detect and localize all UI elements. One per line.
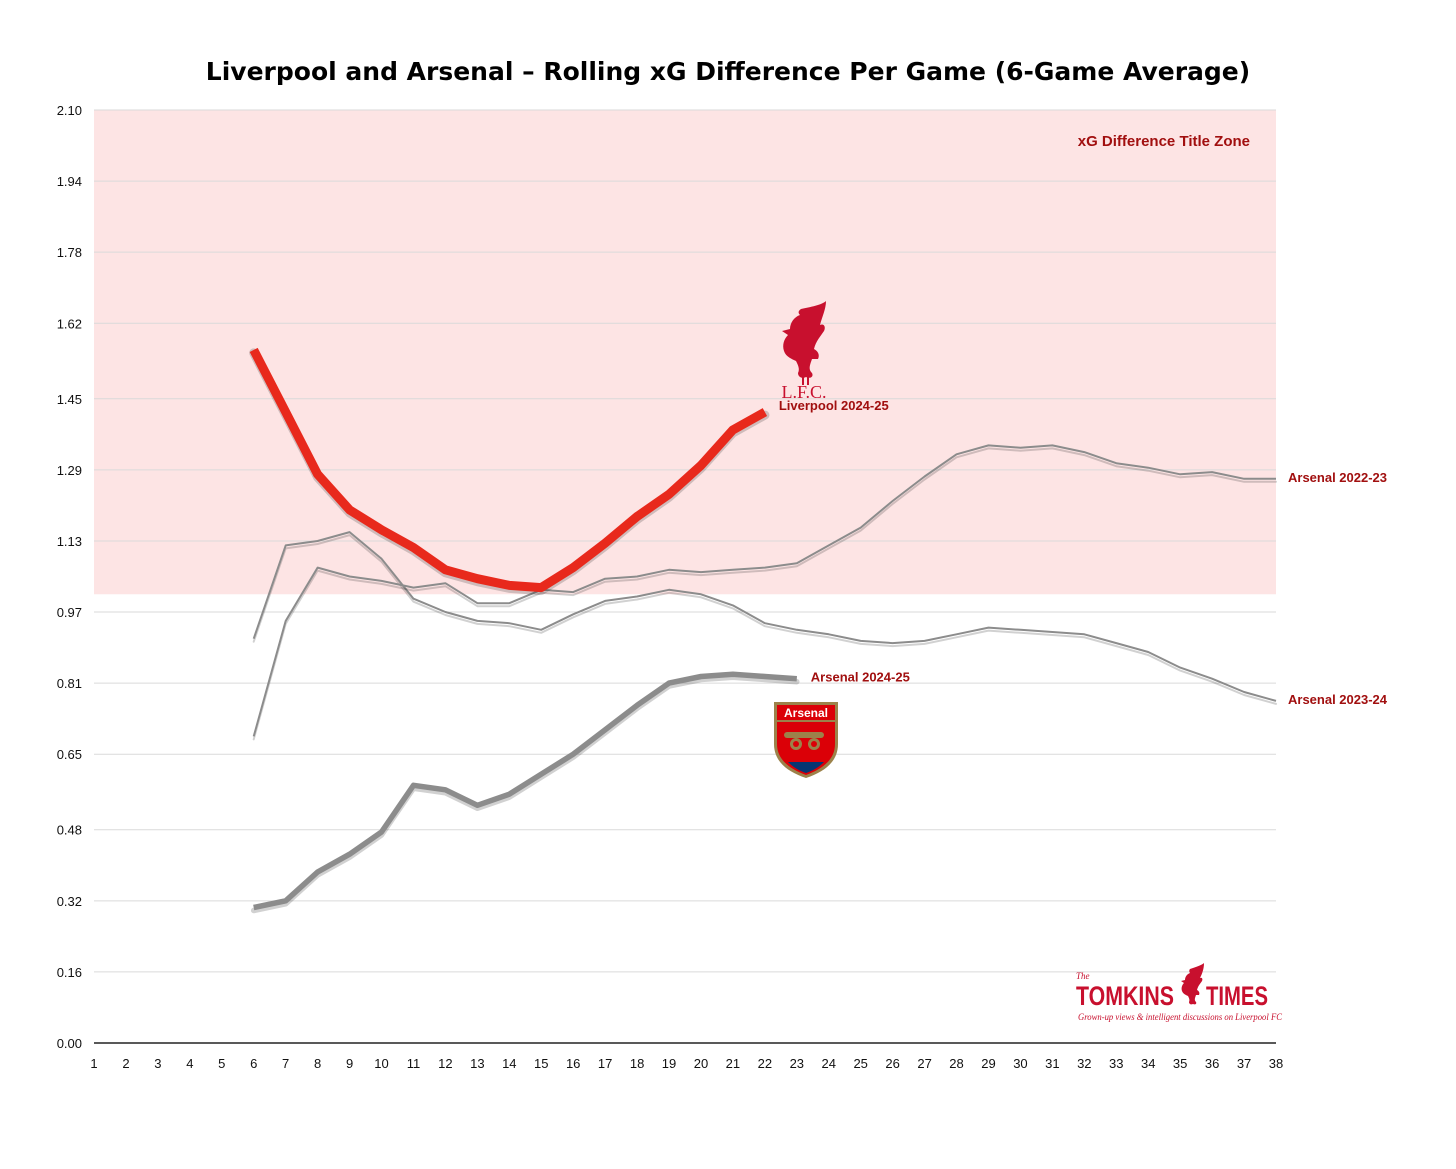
x-tick-label: 9: [346, 1056, 353, 1071]
x-tick-label: 3: [154, 1056, 161, 1071]
x-tick-label: 27: [917, 1056, 931, 1071]
x-tick-label: 4: [186, 1056, 193, 1071]
y-tick-label: 1.29: [57, 463, 82, 478]
brand-the-text: The: [1076, 971, 1090, 981]
y-tick-label: 0.16: [57, 965, 82, 980]
y-tick-label: 0.00: [57, 1036, 82, 1051]
x-tick-label: 31: [1045, 1056, 1059, 1071]
x-tick-label: 12: [438, 1056, 452, 1071]
y-tick-label: 1.13: [57, 534, 82, 549]
series-lines: [249, 347, 1277, 914]
x-tick-label: 18: [630, 1056, 644, 1071]
series-line-arsenal-2023-24: [252, 531, 1277, 702]
x-tick-label: 20: [694, 1056, 708, 1071]
y-tick-label: 0.32: [57, 894, 82, 909]
series-label: Arsenal 2023-24: [1288, 692, 1388, 707]
title-zone-label: xG Difference Title Zone: [1078, 133, 1250, 150]
x-tick-label: 17: [598, 1056, 612, 1071]
x-tick-label: 29: [981, 1056, 995, 1071]
x-tick-label: 38: [1269, 1056, 1283, 1071]
x-tick-label: 37: [1237, 1056, 1251, 1071]
series-shadow-2: [250, 674, 800, 914]
y-tick-label: 1.45: [57, 392, 82, 407]
x-tick-label: 13: [470, 1056, 484, 1071]
x-tick-label: 24: [822, 1056, 836, 1071]
x-tick-label: 2: [122, 1056, 129, 1071]
brand-tagline: Grown-up views & intelligent discussions…: [1078, 1012, 1283, 1022]
y-tick-label: 1.78: [57, 245, 82, 260]
y-tick-label: 0.48: [57, 823, 82, 838]
title-zone-band: [94, 110, 1276, 595]
series-label: Liverpool 2024-25: [779, 398, 889, 413]
tomkins-times-logo: The TOMKINS TIMES Grown-up views & intel…: [1076, 963, 1283, 1022]
x-tick-label: 35: [1173, 1056, 1187, 1071]
x-tick-label: 6: [250, 1056, 257, 1071]
x-tick-label: 8: [314, 1056, 321, 1071]
y-tick-label: 0.97: [57, 605, 82, 620]
arsenal-crest-icon: Arsenal: [774, 702, 838, 778]
x-tick-label: 5: [218, 1056, 225, 1071]
brand-right-text: TIMES: [1206, 981, 1268, 1011]
lfc-crest-text: L.F.C.: [781, 382, 826, 402]
x-tick-label: 15: [534, 1056, 548, 1071]
x-tick-label: 22: [758, 1056, 772, 1071]
x-tick-label: 32: [1077, 1056, 1091, 1071]
x-tick-label: 36: [1205, 1056, 1219, 1071]
series-labels: Arsenal 2023-24 Arsenal 2022-23 Arsenal 20…: [779, 398, 1388, 707]
series-line-arsenal-2024-25: [253, 671, 797, 911]
y-tick-label: 0.65: [57, 747, 82, 762]
y-tick-label: 1.62: [57, 316, 82, 331]
x-tick-label: 30: [1013, 1056, 1027, 1071]
x-tick-label: 7: [282, 1056, 289, 1071]
x-tick-label: 34: [1141, 1056, 1155, 1071]
y-tick-label: 2.10: [57, 103, 82, 118]
x-tick-label: 25: [853, 1056, 867, 1071]
y-tick-label: 1.94: [57, 174, 82, 189]
series-label: Arsenal 2024-25: [811, 670, 910, 685]
x-tick-label: 1: [90, 1056, 97, 1071]
y-axis-ticks: 0.00 0.16 0.32 0.48 0.65 0.81 0.97 1.13 1.29 1.45…: [57, 103, 82, 1051]
y-tick-label: 0.81: [57, 676, 82, 691]
series-label: Arsenal 2022-23: [1288, 470, 1387, 485]
brand-left-text: TOMKINS: [1076, 981, 1174, 1011]
series-shadow-0: [252, 534, 1277, 705]
x-tick-label: 21: [726, 1056, 740, 1071]
x-tick-label: 10: [374, 1056, 388, 1071]
arsenal-crest-text: Arsenal: [784, 706, 828, 720]
x-tick-label: 26: [885, 1056, 899, 1071]
x-tick-label: 33: [1109, 1056, 1123, 1071]
chart-title: Liverpool and Arsenal – Rolling xG Diffe…: [206, 57, 1250, 86]
series-shadow-1: [252, 447, 1277, 741]
series-line-liverpool-2024-25: [249, 347, 768, 593]
x-tick-label: 23: [790, 1056, 804, 1071]
x-tick-label: 19: [662, 1056, 676, 1071]
liverbird-crest-icon: L.F.C.: [781, 301, 827, 402]
x-tick-label: 14: [502, 1056, 516, 1071]
x-tick-label: 16: [566, 1056, 580, 1071]
x-tick-label: 11: [407, 1056, 421, 1071]
x-tick-label: 28: [949, 1056, 963, 1071]
x-axis-ticks: 1 2 3 4 5 6 7 8 9 10 11 12 13 14 15 16 17 18 19 20 21 22 23 24 2…: [90, 1056, 1283, 1071]
series-line-arsenal-2022-23: [252, 444, 1276, 737]
